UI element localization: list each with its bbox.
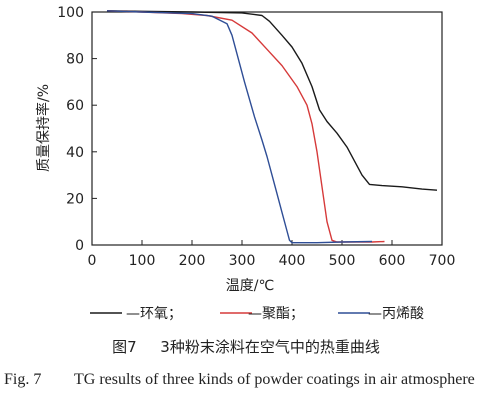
x-tick-label: 500 <box>329 253 356 269</box>
y-tick-label: 100 <box>57 5 84 21</box>
y-axis-label: 质量保持率/% <box>35 84 52 172</box>
y-tick-label: 20 <box>66 191 84 207</box>
legend-swatch-polyester <box>220 312 252 314</box>
x-axis-label: 温度/℃ <box>226 278 274 294</box>
x-tick-label: 400 <box>279 253 306 269</box>
y-tick-label: 40 <box>66 145 84 161</box>
legend-swatch-acrylic <box>338 312 370 314</box>
caption-cn-text: 3种粉末涂料在空气中的热重曲线 <box>160 338 380 356</box>
y-tick-label: 60 <box>66 98 84 114</box>
caption-en-number: Fig. 7 <box>4 371 42 388</box>
x-tick-label: 0 <box>88 253 97 269</box>
x-tick-label: 100 <box>129 253 156 269</box>
legend-swatch-epoxy <box>90 312 122 314</box>
legend-label-epoxy: —环氧； <box>126 306 182 322</box>
caption-en-text: TG results of three kinds of powder coat… <box>74 371 475 388</box>
tg-chart: 0 20 40 60 80 100 0 100 200 300 400 500 600 700 质量保持… <box>35 5 456 294</box>
caption-cn-number: 图7 <box>112 338 137 356</box>
x-tick-label: 700 <box>429 253 456 269</box>
legend: —环氧； —聚酯； —丙烯酸 <box>88 303 448 323</box>
legend-label-polyester: —聚酯； <box>248 306 304 322</box>
y-tick-label: 80 <box>66 52 84 68</box>
x-axis-ticks: 0 100 200 300 400 500 600 700 <box>88 240 456 269</box>
series-layer <box>106 10 438 244</box>
x-tick-label: 200 <box>179 253 206 269</box>
series-line-epoxy <box>106 10 438 191</box>
y-tick-label: 0 <box>75 238 84 254</box>
x-tick-label: 300 <box>229 253 256 269</box>
legend-label-acrylic: —丙烯酸 <box>368 306 424 322</box>
y-axis-ticks: 0 20 40 60 80 100 <box>57 5 97 254</box>
series-line-acrylic <box>106 10 373 244</box>
figure-caption-en: Fig. 7 TG results of three kinds of powde… <box>4 368 484 392</box>
figure-caption-cn: 图7 3种粉末涂料在空气中的热重曲线 <box>0 336 492 357</box>
series-line-polyester <box>106 10 385 243</box>
plot-frame <box>91 11 443 246</box>
x-tick-label: 600 <box>379 253 406 269</box>
